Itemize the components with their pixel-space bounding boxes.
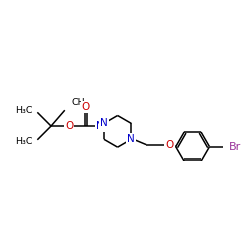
Text: O: O: [165, 140, 173, 149]
Text: CH₃: CH₃: [71, 98, 88, 107]
Text: O: O: [65, 121, 73, 131]
Text: N: N: [128, 134, 135, 144]
Text: Br: Br: [228, 142, 241, 152]
Text: H₃C: H₃C: [16, 138, 33, 146]
Text: N: N: [100, 118, 108, 128]
Text: O: O: [82, 102, 90, 112]
Text: H₃C: H₃C: [16, 106, 33, 115]
Text: N: N: [96, 121, 104, 131]
